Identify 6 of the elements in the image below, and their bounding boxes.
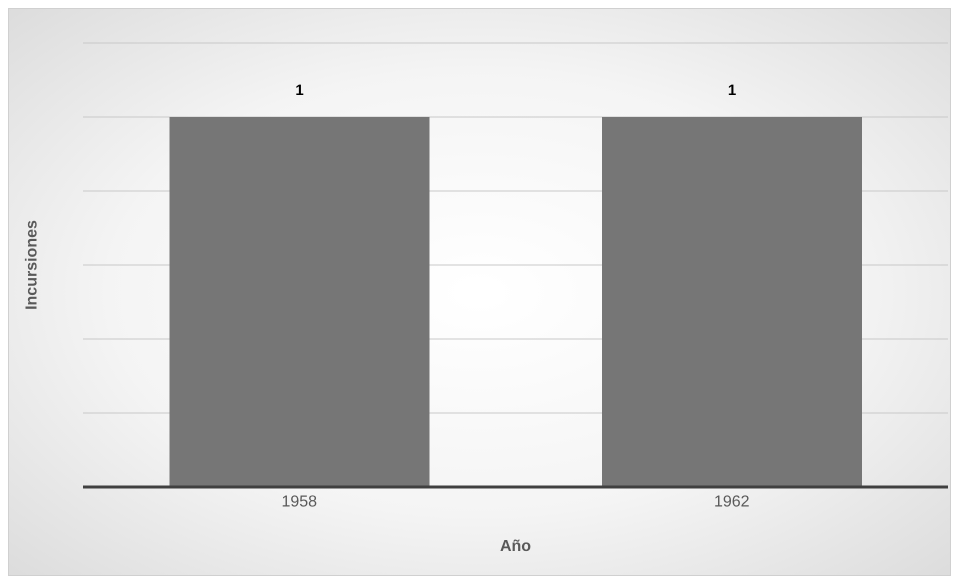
data-label: 1 [728, 82, 736, 99]
y-axis-title: Incursiones [24, 220, 41, 310]
data-label: 1 [295, 82, 304, 99]
x-tick-label: 1958 [281, 493, 318, 510]
x-tick-label: 1962 [714, 493, 750, 510]
x-axis-title: Año [500, 538, 532, 555]
